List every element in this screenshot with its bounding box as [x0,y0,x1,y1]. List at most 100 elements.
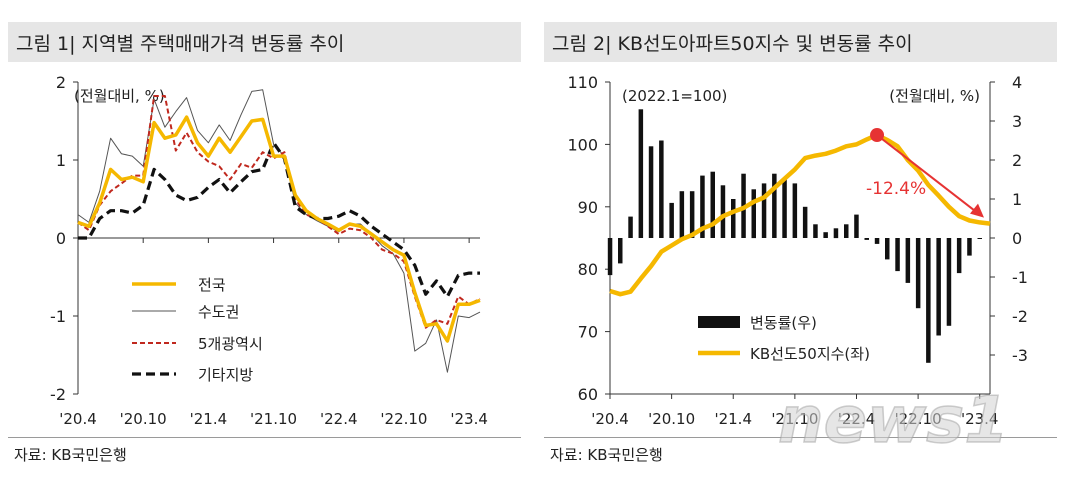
chart2-bar-2 [618,238,623,264]
watermark-text: news1 [778,384,1009,458]
chart2-bar-35 [956,238,962,274]
chart2-x-tick-label: '22.4 [838,410,876,428]
chart2-bar-19 [792,183,798,238]
chart2-bar-32 [926,238,931,363]
chart2-bar-9 [689,191,695,238]
chart2-bar-11 [710,171,715,238]
chart2-bar-22 [823,232,828,238]
chart2-decline-arrow [876,134,977,213]
chart1-x-tick-label: '21.10 [250,410,297,428]
panel-right: 그림 2| KB선도아파트50지수 및 변동률 추이 60 70 80 90 100 11… [536,0,1072,480]
chart2-plot: 60 70 80 90 100 110 -3 -2 -1 0 1 2 3 4 '20.4 '20.10 '21.… [567,73,1028,428]
chart2-left-tick-label: 100 [567,135,598,154]
chart1-series-line-2 [77,89,481,373]
chart2-left-tick-label: 90 [578,198,598,217]
chart1-y-tick-label: 1 [56,151,66,170]
chart2-right-tick-label: -2 [1012,307,1028,326]
chart1-x-tick-label: '20.4 [59,410,97,428]
chart1-series-line-1 [77,115,481,343]
chart2-bar-13 [731,199,736,238]
chart2-bar-28 [885,238,890,260]
chart2-bar-1 [607,238,613,276]
chart2-bar-3 [628,216,633,238]
chart2-right-tick-label: 4 [1012,73,1022,92]
chart2-unit-note-left: (2022.1=100) [622,87,727,105]
chart1-series-line-3 [77,95,481,329]
chart2-index-line [609,132,991,297]
chart2-bar-21 [813,224,818,238]
chart2-bar-5 [648,146,654,238]
chart1-y-tick-label: 2 [56,73,66,92]
chart2-bar-34 [946,238,952,326]
chart2-bar-24 [844,224,849,238]
chart1-plot: -2 -1 0 1 2 '20.4 '20.10 '21.4 '21.10 '22.4 '22.10… [50,73,488,428]
chart2-x-tick-label: '22.10 [895,410,942,428]
chart1-legend-label-3: 5개광역시 [198,335,263,353]
chart2-x-tick-label: '20.4 [591,410,629,428]
chart2-bar-25 [854,214,859,238]
chart2-header: 그림 2| KB선도아파트50지수 및 변동률 추이 [544,22,1057,62]
chart2-bar-26 [864,238,869,240]
chart2-left-tick-label: 80 [578,260,598,279]
chart2-bar-17 [772,173,777,238]
chart2-right-tick-label: 3 [1012,112,1022,131]
chart1-legend-label-2: 수도권 [198,303,239,321]
chart2-bar-27 [874,238,880,244]
chart2-right-tick-label: 1 [1012,190,1022,209]
chart2-left-tick-label: 60 [578,385,598,404]
chart2-left-tick-label: 110 [567,73,598,92]
chart2-bar-6 [659,140,664,238]
chart2-right-tick-label: -1 [1012,268,1028,287]
chart2-bar-8 [679,191,685,238]
chart2-bar-10 [700,175,705,238]
chart2-right-tick-label: -3 [1012,346,1028,365]
chart2-legend-label-line: KB선도50지수(좌) [750,345,870,363]
chart2-bar-20 [802,206,808,238]
chart2-unit-note-right: (전월대비, %) [889,87,980,105]
chart1-unit-note: (전월대비, %) [74,87,165,105]
chart2-left-tick-label: 70 [578,323,598,342]
chart2-bar-4 [638,109,644,238]
chart1-x-tick-label: '23.4 [450,410,488,428]
chart2-x-tick-label: '21.10 [771,410,818,428]
chart1-legend-label-1: 전국 [198,276,226,294]
chart2-bar-23 [833,228,839,239]
chart2-bar-31 [915,238,921,309]
chart2-arrow-head [970,203,984,218]
chart2-footer-rule [544,437,1057,438]
chart2-bar-29 [895,238,900,272]
chart2-annotation: -12.4% [866,179,926,199]
chart2-bar-37 [977,238,982,239]
chart1-x-tick-label: '22.4 [320,410,358,428]
chart1-x-tick-label: '21.4 [190,410,228,428]
chart1-y-tick-label: 0 [56,229,66,248]
chart1-y-tick-label: -1 [50,307,66,326]
chart2-right-tick-label: 2 [1012,151,1022,170]
chart1-series-line-4 [78,141,480,299]
chart2-legend-label-bar: 변동률(우) [750,314,817,332]
chart2-x-tick-label: '21.4 [714,410,752,428]
chart2-right-tick-label: 0 [1012,229,1022,248]
chart2-bar-12 [720,185,726,238]
chart2-bar-18 [782,179,787,238]
chart1-x-tick-label: '22.10 [380,410,427,428]
chart2-bar-36 [967,238,972,256]
chart1-footer-rule [8,437,521,438]
chart1-title: 그림 1| 지역별 주택매매가격 변동률 추이 [16,33,345,55]
chart2-bar-15 [751,189,756,239]
chart2-bar-30 [905,238,911,283]
chart2-bar-16 [761,183,767,238]
chart2-title: 그림 2| KB선도아파트50지수 및 변동률 추이 [552,33,913,55]
panel-left: 그림 1| 지역별 주택매매가격 변동률 추이 -2 -1 0 1 2 '20.4 '20.… [8,22,521,464]
news1-watermark: news1 [777,383,1009,459]
chart1-source: 자료: KB국민은행 [14,446,127,464]
chart1-y-tick-label: -2 [50,385,66,404]
chart2-peak-marker [870,128,885,143]
chart2-x-tick-label: '23.4 [961,410,999,428]
chart2-bar-7 [669,202,674,238]
chart2-bar-33 [936,238,941,336]
chart1-x-tick-label: '20.10 [120,410,167,428]
chart2-x-tick-label: '20.10 [648,410,695,428]
chart1-header: 그림 1| 지역별 주택매매가격 변동률 추이 [8,22,521,62]
chart2-source: 자료: KB국민은행 [550,446,663,464]
